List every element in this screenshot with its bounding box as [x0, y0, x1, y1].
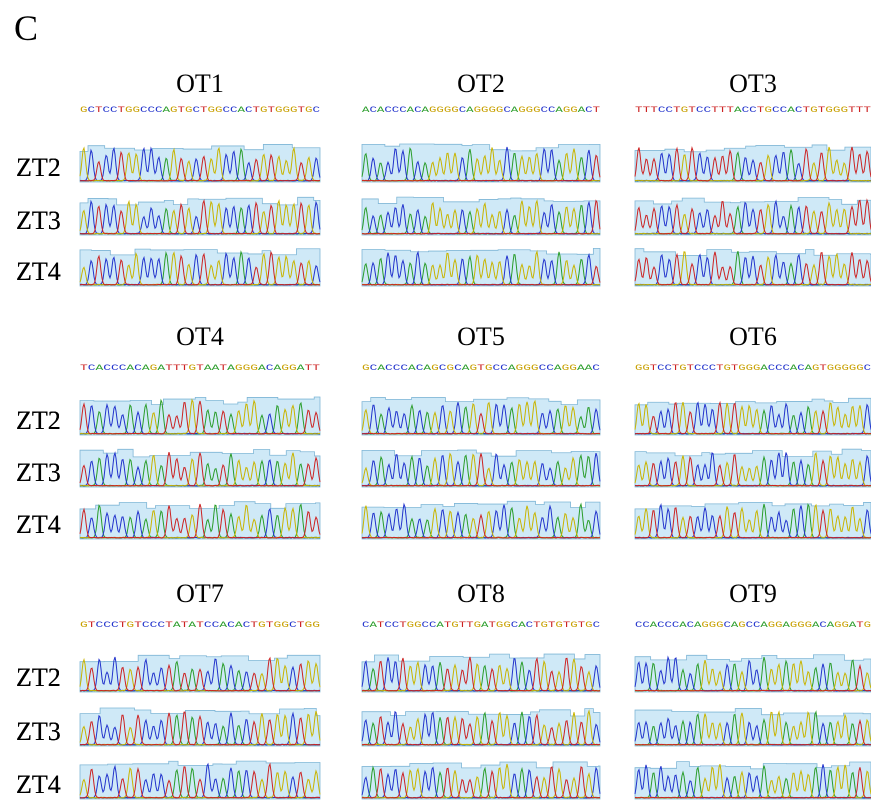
group-title: OT9 — [729, 579, 777, 608]
group-title: OT3 — [729, 69, 777, 98]
group-title: OT8 — [457, 579, 505, 608]
row-label: ZT4 — [16, 510, 61, 539]
row-label: ZT2 — [16, 663, 61, 692]
panel-label: C — [14, 8, 38, 48]
row-label: ZT3 — [16, 458, 61, 487]
quality-bars — [80, 708, 320, 746]
sequence: GCTCCTGGCCCAGTGCTGGCCACTGTGGGTGC — [80, 105, 320, 115]
row-label: ZT3 — [16, 206, 61, 235]
group-title: OT5 — [457, 322, 505, 351]
row-label: ZT4 — [16, 770, 61, 799]
quality-bars — [362, 197, 600, 235]
group-title: OT7 — [176, 579, 224, 608]
row-label: ZT3 — [16, 717, 61, 746]
group-title: OT6 — [729, 322, 777, 351]
row-label: ZT4 — [16, 257, 61, 286]
quality-bars — [362, 450, 600, 487]
sequence: GCACCCACAGCGCAGTGCCAGGGCCAGGAAC — [362, 363, 600, 373]
figure: C OT1 GCTCCTGGCCCAGTGCTGGCCACTGTGGGTGC ZT2… — [0, 0, 871, 810]
group-title: OT2 — [457, 69, 505, 98]
group-title: OT4 — [176, 322, 224, 351]
row-label: ZT2 — [16, 406, 61, 435]
group-title: OT1 — [176, 69, 224, 98]
row-label: ZT2 — [16, 153, 61, 182]
